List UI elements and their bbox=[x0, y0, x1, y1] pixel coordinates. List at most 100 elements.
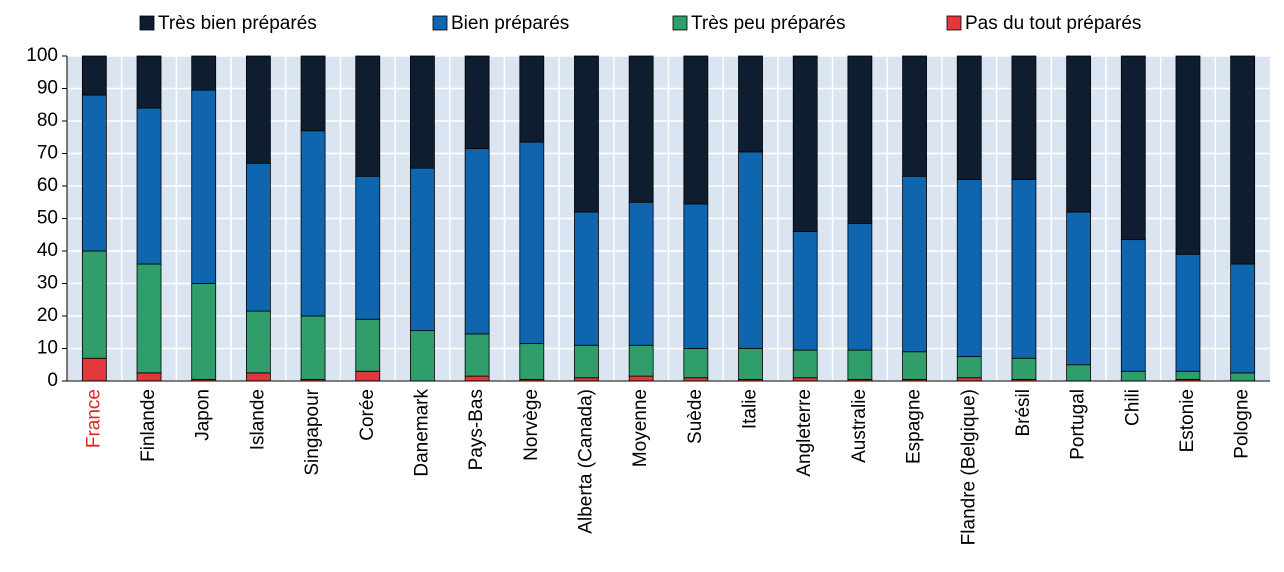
bar-segment bbox=[136, 263, 162, 374]
legend-swatch bbox=[672, 15, 688, 31]
bar-segment bbox=[792, 349, 818, 379]
bar-segment bbox=[300, 130, 326, 317]
bar-segment bbox=[410, 330, 435, 382]
y-tick-label: 30 bbox=[37, 273, 58, 294]
bar-segment bbox=[1120, 55, 1146, 241]
x-tick-label: Chili bbox=[1122, 389, 1143, 426]
bar-segment bbox=[464, 148, 490, 335]
x-tick-label: Estonie bbox=[1177, 389, 1198, 452]
x-tick-label: Suède bbox=[685, 389, 706, 444]
bar-segment bbox=[574, 211, 599, 346]
x-tick-label: Norvège bbox=[521, 389, 542, 461]
bar-segment bbox=[245, 55, 271, 164]
bar-segment bbox=[136, 107, 162, 265]
bar-segment bbox=[81, 250, 107, 359]
bar-segment bbox=[1011, 179, 1037, 359]
bar-segment bbox=[902, 55, 927, 177]
bar-segment bbox=[738, 55, 763, 153]
bar-segment bbox=[300, 315, 326, 380]
y-tick-label: 70 bbox=[37, 143, 58, 164]
bar-segment bbox=[355, 55, 381, 177]
x-tick-label: Flandre (Belgique) bbox=[958, 389, 979, 545]
bar-segment bbox=[628, 55, 654, 203]
bar-segment bbox=[191, 55, 217, 91]
bar-segment bbox=[1011, 357, 1037, 380]
bar-segment bbox=[1066, 364, 1092, 382]
x-tick-label: France bbox=[83, 389, 104, 448]
bar-segment bbox=[683, 55, 709, 205]
legend-swatch bbox=[946, 15, 962, 31]
x-tick-label: Danemark bbox=[411, 389, 432, 477]
bar-segment bbox=[464, 333, 490, 377]
bar-segment bbox=[683, 203, 709, 349]
bar-segment bbox=[410, 167, 435, 332]
bar-segment bbox=[956, 356, 982, 379]
bar-segment bbox=[738, 348, 763, 380]
bar-segment bbox=[245, 372, 271, 382]
bar-segment bbox=[847, 55, 873, 224]
bar-segment bbox=[300, 55, 326, 132]
legend-swatch bbox=[432, 15, 448, 31]
bar-segment bbox=[1066, 55, 1092, 213]
bar-segment bbox=[410, 55, 435, 169]
bar-segment bbox=[628, 344, 654, 377]
bar-segment bbox=[1175, 370, 1201, 380]
legend-swatch bbox=[139, 15, 155, 31]
x-tick-label: Moyenne bbox=[630, 389, 651, 467]
y-tick-label: 90 bbox=[37, 78, 58, 99]
bar-segment bbox=[902, 175, 927, 353]
bar-segment bbox=[792, 55, 818, 232]
y-tick-label: 100 bbox=[26, 45, 58, 66]
bar-segment bbox=[464, 55, 490, 150]
y-tick-label: 40 bbox=[37, 240, 58, 261]
bar-segment bbox=[81, 357, 107, 382]
legend-label: Très peu préparés bbox=[691, 13, 846, 34]
x-tick-label: Espagne bbox=[904, 389, 925, 464]
legend-label: Très bien préparés bbox=[158, 13, 317, 34]
bar-segment bbox=[136, 372, 162, 382]
bar-segment bbox=[464, 375, 490, 382]
bar-segment bbox=[519, 141, 545, 345]
bar-segment bbox=[574, 55, 599, 213]
bar-segment bbox=[1230, 372, 1256, 382]
y-tick-label: 60 bbox=[37, 175, 58, 196]
bar-segment bbox=[191, 283, 217, 380]
bar-segment bbox=[81, 94, 107, 252]
x-tick-label: Japon bbox=[193, 389, 214, 441]
bar-segment bbox=[1175, 55, 1201, 255]
x-tick-label: Islande bbox=[247, 389, 268, 450]
x-tick-label: Singapour bbox=[302, 388, 323, 475]
y-tick-label: 10 bbox=[37, 338, 58, 359]
bar-segment bbox=[738, 151, 763, 349]
x-tick-label: Brésil bbox=[1013, 389, 1034, 437]
bar-segment bbox=[628, 375, 654, 382]
legend-label: Pas du tout préparés bbox=[965, 13, 1141, 34]
bar-segment bbox=[191, 89, 217, 284]
bar-segment bbox=[1011, 55, 1037, 180]
bar-segment bbox=[355, 175, 381, 320]
x-tick-label: Pologne bbox=[1232, 389, 1253, 459]
bar-segment bbox=[245, 162, 271, 312]
bar-segment bbox=[245, 310, 271, 374]
y-tick-label: 80 bbox=[37, 110, 58, 131]
x-tick-label: Portugal bbox=[1068, 389, 1089, 460]
x-tick-label: Alberta (Canada) bbox=[575, 389, 596, 534]
bar-segment bbox=[628, 201, 654, 346]
bar-segment bbox=[683, 348, 709, 379]
bar-segment bbox=[956, 55, 982, 180]
bar-segment bbox=[1066, 211, 1092, 366]
x-tick-label: Australie bbox=[849, 389, 870, 463]
bar-segment bbox=[1175, 253, 1201, 372]
x-tick-label: Pays-Bas bbox=[466, 389, 487, 470]
bar-segment bbox=[902, 351, 927, 380]
bar-segment bbox=[847, 222, 873, 351]
x-tick-label: Angleterre bbox=[794, 389, 815, 477]
x-tick-label: Italie bbox=[740, 389, 761, 429]
bar-segment bbox=[956, 179, 982, 358]
bar-segment bbox=[792, 231, 818, 351]
bar-segment bbox=[136, 55, 162, 109]
bar-segment bbox=[81, 55, 107, 96]
bar-segment bbox=[574, 344, 599, 379]
bar-segment bbox=[355, 318, 381, 372]
